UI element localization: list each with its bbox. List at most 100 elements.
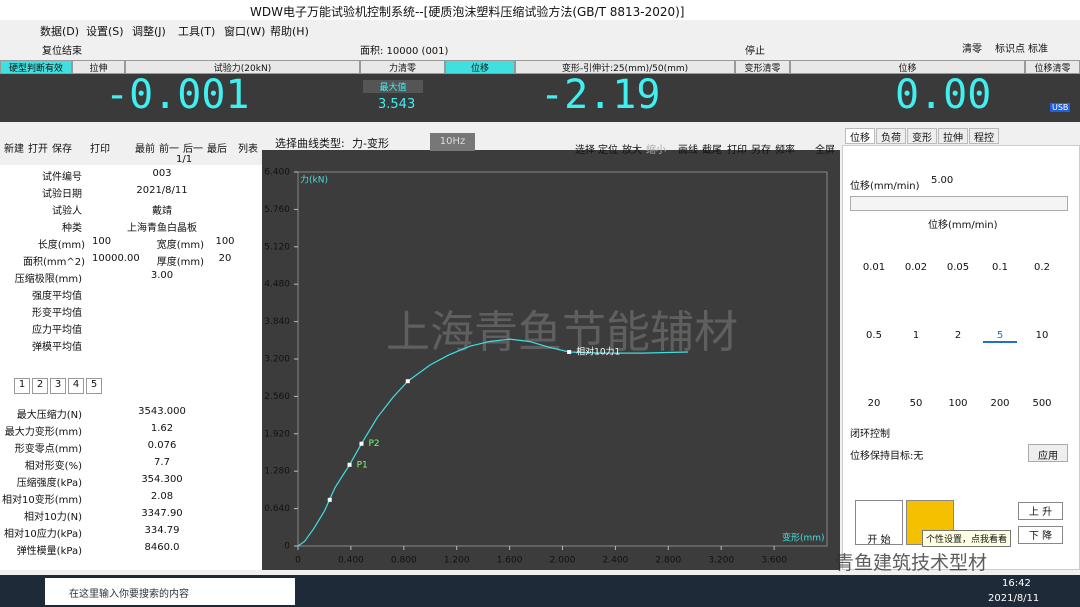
left-panel [0,165,262,570]
result-label: 形变零点(mm) [14,444,82,455]
speed-button[interactable]: 10 [1035,330,1049,341]
freq-button[interactable]: 10Hz [430,133,475,151]
meter-header: 位移 [445,60,515,74]
toolbar-button[interactable]: 打印 [90,144,110,155]
menu-item[interactable]: 数据(D) [40,25,80,38]
result-label: 相对形变(%) [24,461,82,472]
hold-target: 位移保持目标:无 [850,451,924,462]
toolbar-button[interactable]: 最前 [135,144,155,155]
control-tab[interactable]: 位移 [845,128,875,144]
start-button[interactable]: 开 始 [855,500,903,546]
toolbar-button[interactable]: 缩小 [646,145,666,156]
y-tick-label: 0 [284,542,290,552]
toolbar-button[interactable]: 列表 [238,144,258,155]
speed-button[interactable]: 0.05 [946,262,970,273]
meter-header[interactable]: 变形清零 [735,60,790,74]
control-tab[interactable]: 拉伸 [938,128,968,144]
record-tab[interactable]: 5 [86,378,102,394]
menu-item[interactable]: 工具(T) [178,25,216,38]
menu-item[interactable]: 帮助(H) [270,25,309,38]
field-label: 应力平均值 [32,325,82,336]
speed-button[interactable]: 1 [912,330,920,341]
toolbar-button[interactable]: 最后 [207,144,227,155]
record-tab[interactable]: 1 [14,378,30,394]
speed-button[interactable]: 2 [954,330,962,341]
toolbar-button[interactable]: 频率 [775,145,795,156]
apply-button[interactable]: 应用 [1028,444,1068,462]
toolbar-button[interactable]: 全屏 [815,145,835,156]
record-tab[interactable]: 2 [32,378,48,394]
max-value: 3.543 [378,97,416,112]
control-tab[interactable]: 变形 [907,128,937,144]
toolbar-button[interactable]: 选择 [575,145,595,156]
y-tick-label: 4.480 [264,280,290,290]
speed-button[interactable]: 500 [1032,398,1052,409]
x-tick-label: 1.600 [497,556,523,566]
y-axis-label: 力(kN) [300,174,328,186]
speed-button[interactable]: 0.5 [866,330,882,341]
marker [405,379,410,384]
record-tab[interactable]: 3 [50,378,66,394]
menu-item[interactable]: 窗口(W) [224,25,266,38]
curve [297,338,689,547]
field-value: 10000.00 [92,253,140,264]
tool-button[interactable]: 标准 [1028,44,1048,55]
field-value: 戴靖 [152,206,172,217]
speed-button[interactable]: 0.02 [904,262,928,273]
page-indicator: 1/1 [176,154,193,165]
speed-button[interactable]: 0.1 [992,262,1008,273]
field-value: 上海青鱼白晶板 [127,223,197,234]
result-value: 1.62 [150,423,174,434]
toolbar-button[interactable]: 打开 [28,144,48,155]
x-tick-label: 2.400 [603,556,629,566]
menu-item[interactable]: 设置(S) [86,25,124,38]
field-value: 3.00 [150,270,174,281]
curve-type[interactable]: 力-变形 [352,137,389,150]
toolbar-button[interactable]: 新建 [4,144,24,155]
toolbar-button[interactable]: 保存 [52,144,72,155]
control-tab[interactable]: 程控 [969,128,999,144]
toolbar-button[interactable]: 截尾 [702,145,722,156]
control-tab[interactable]: 负荷 [876,128,906,144]
field-value: 100 [92,236,112,247]
meter-header[interactable]: 位移清零 [1025,60,1080,74]
toolbar-button[interactable]: 打印 [727,145,747,156]
toolbar-button[interactable]: 后一 [183,144,203,155]
tool-button[interactable]: 标识点 [995,44,1025,55]
search-box[interactable]: 在这里输入你要搜索的内容 [45,578,295,605]
speed-button[interactable]: 0.2 [1034,262,1050,273]
field-label: 厚度(mm) [156,257,204,268]
title-bar [0,0,1080,20]
speed-button[interactable]: 100 [948,398,968,409]
plot-area [297,171,828,547]
meter-value: -2.19 [540,72,661,118]
up-button[interactable]: 上 升 [1018,502,1063,520]
slider[interactable] [850,196,1068,211]
speed-button[interactable]: 50 [909,398,923,409]
toolbar-button[interactable]: 另存 [751,145,771,156]
toolbar-button[interactable]: 前一 [159,144,179,155]
speed-input[interactable]: 5.00 [925,175,970,190]
speed-button[interactable]: 20 [867,398,881,409]
speed-button[interactable]: 0.01 [862,262,886,273]
marker-label: P2 [368,439,379,449]
menu-item[interactable]: 调整(J) [132,25,166,38]
marker-label: P1 [357,460,368,470]
toolbar-button[interactable]: 画线 [678,145,698,156]
toolbar-button[interactable]: 放大 [622,145,642,156]
meter-header[interactable]: 力清零 [360,60,445,74]
result-value: 334.79 [144,525,180,536]
result-value: 2.08 [150,491,174,502]
field-label: 压缩极限(mm) [14,274,82,285]
speed-button[interactable]: 200 [990,398,1010,409]
down-button[interactable]: 下 降 [1018,526,1063,544]
speed-button[interactable]: 5 [983,330,1017,343]
checkbox[interactable]: 闭环控制 [850,429,890,440]
window-title: WDW电子万能试验机控制系统--[硬质泡沫塑料压缩试验方法(GB/T 8813-… [250,5,685,19]
field-label: 长度(mm) [37,240,85,251]
marker [347,462,352,467]
record-tab[interactable]: 4 [68,378,84,394]
y-tick-label: 5.120 [264,242,290,252]
tool-button[interactable]: 清零 [962,44,982,55]
toolbar-button[interactable]: 定位 [598,145,618,156]
